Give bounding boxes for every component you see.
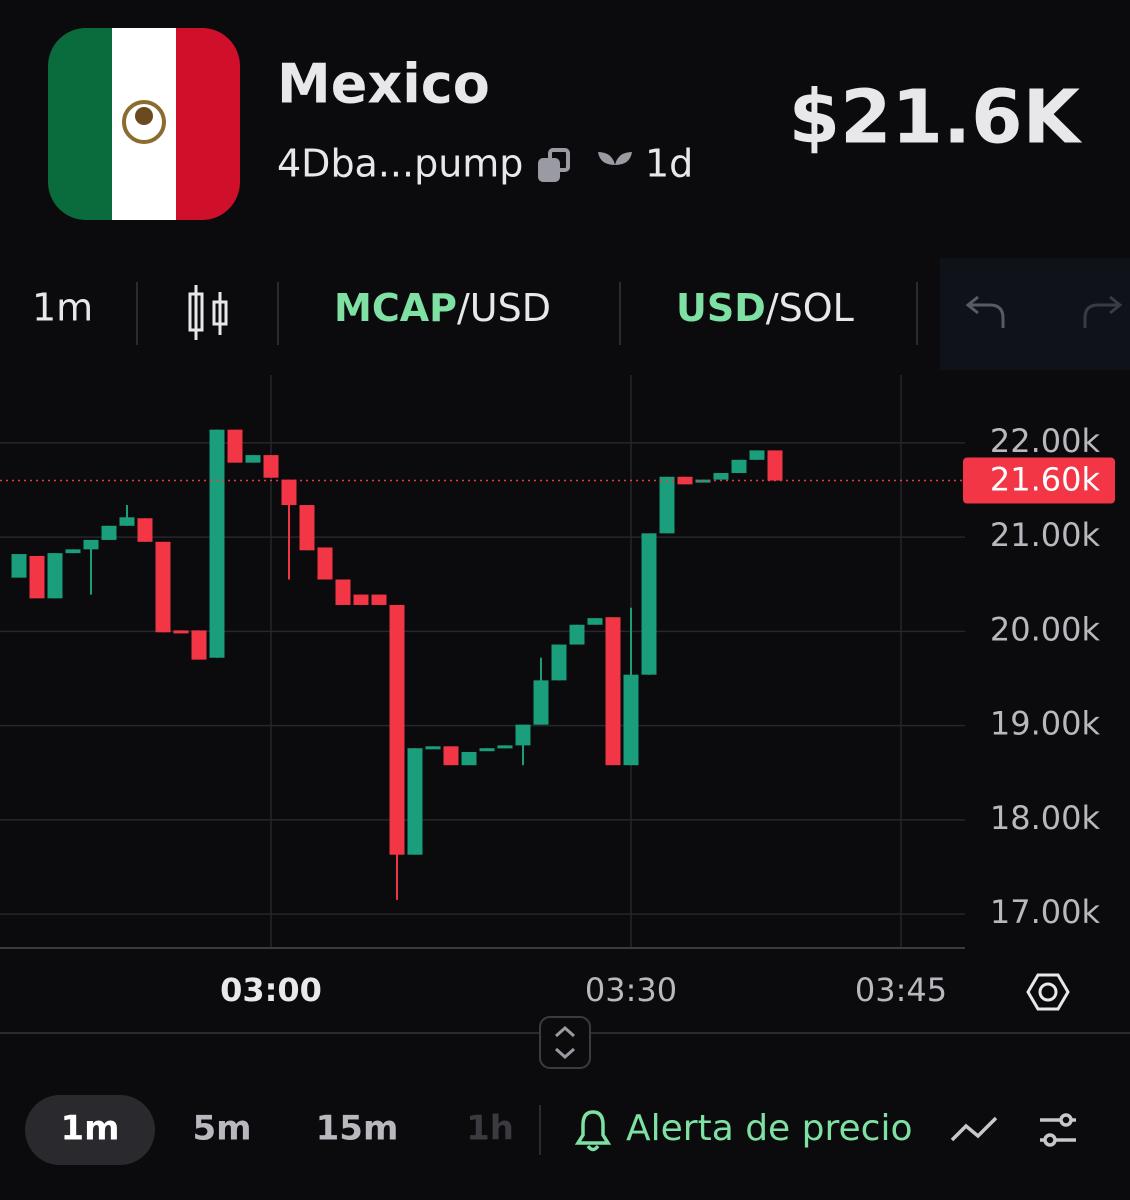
adjust-icon[interactable] (1040, 1113, 1076, 1147)
candle-body (641, 533, 657, 675)
candle-body (371, 594, 387, 605)
redo[interactable] (1083, 295, 1123, 328)
candle-body (335, 579, 351, 605)
sol-unit: /SOL (766, 286, 854, 330)
footer: 1m 5m 15m 1h (25, 1095, 514, 1165)
candle-body (425, 746, 441, 750)
candle-body (101, 525, 117, 540)
candle-body (569, 624, 585, 645)
candle-body (65, 549, 81, 554)
candle-body (29, 555, 45, 599)
interval-button[interactable]: 1h (466, 1109, 514, 1149)
age-icon (598, 152, 632, 185)
candle-body (317, 547, 333, 580)
candle-body (659, 476, 675, 534)
last-price-label: 21.60k (990, 461, 1101, 499)
candle-body (731, 459, 747, 474)
candle-body (119, 517, 135, 526)
candle-body (209, 429, 225, 658)
token-age: 1d (645, 142, 693, 186)
token-icon (48, 28, 240, 220)
candle-body (497, 745, 513, 749)
candle-body (515, 724, 531, 746)
candle-body (479, 748, 495, 752)
market-cap: $21.6K (789, 75, 1083, 161)
undo-redo-bg (940, 258, 1130, 370)
resize-icon (555, 1025, 575, 1060)
candle-body (137, 518, 153, 542)
token-address[interactable]: 4Dba...pump (277, 142, 523, 186)
chart-type-icon[interactable] (188, 285, 228, 340)
y-tick-label: 19.00k (990, 705, 1101, 743)
bell-icon (574, 1110, 612, 1152)
x-tick-label: 03:30 (585, 971, 677, 1009)
candle-body (443, 746, 459, 766)
candle-body (623, 674, 639, 766)
y-tick-label: 22.00k (990, 422, 1101, 460)
candle-body (191, 630, 207, 660)
candle-body (11, 554, 27, 578)
x-tick-label: 03:45 (855, 971, 947, 1009)
y-tick-label: 18.00k (990, 799, 1101, 837)
candle-body (245, 455, 261, 463)
undo[interactable] (965, 295, 1005, 328)
candle-body (299, 505, 315, 551)
mcap-label: MCAP (334, 286, 457, 330)
copy-icon[interactable] (538, 148, 570, 182)
currency-toggle[interactable]: USD/SOL (676, 286, 854, 330)
candle-body (407, 748, 423, 855)
interval-button[interactable]: 5m (192, 1109, 251, 1149)
interval-selected-bg (25, 1095, 155, 1165)
candle-body (155, 541, 171, 633)
candle-body (749, 450, 765, 460)
candle-body (263, 455, 279, 478)
candle-body (227, 429, 243, 463)
y-tick-label: 20.00k (990, 610, 1101, 648)
candle-body (587, 618, 603, 625)
settings-icon[interactable] (1026, 973, 1070, 1011)
y-tick-label: 21.00k (990, 516, 1101, 554)
mcap-unit: /USD (457, 286, 551, 330)
x-tick-label: 03:00 (220, 971, 322, 1009)
chart: 22.00k 21.00k 20.00k 19.00k 18.00k 17.00k 03:0… (0, 375, 1115, 1009)
resize-handle[interactable] (539, 1016, 591, 1069)
candle-body (533, 680, 549, 725)
candle-body (353, 594, 369, 605)
candle-body (173, 630, 189, 634)
token-name: Mexico (277, 53, 490, 116)
interval-button[interactable]: 1m (60, 1109, 119, 1149)
indicator-icon[interactable] (950, 1116, 998, 1142)
candle-body (281, 479, 297, 506)
y-tick-label: 17.00k (990, 893, 1101, 931)
price-alert[interactable]: Alerta de precio (626, 1108, 912, 1149)
candle-body (389, 604, 405, 855)
usd-label: USD (676, 286, 766, 330)
last-price-tag (963, 457, 1115, 504)
interval-select[interactable]: 1m (32, 286, 93, 330)
candle-body (551, 644, 567, 681)
candle-body (605, 617, 621, 766)
interval-button[interactable]: 15m (316, 1109, 399, 1149)
mcap-toggle[interactable]: MCAP/USD (334, 286, 551, 330)
candle-body (767, 450, 783, 481)
candle-body (47, 553, 63, 599)
candle-body (713, 473, 729, 480)
candle-body (83, 539, 99, 550)
candle-body (461, 751, 477, 766)
